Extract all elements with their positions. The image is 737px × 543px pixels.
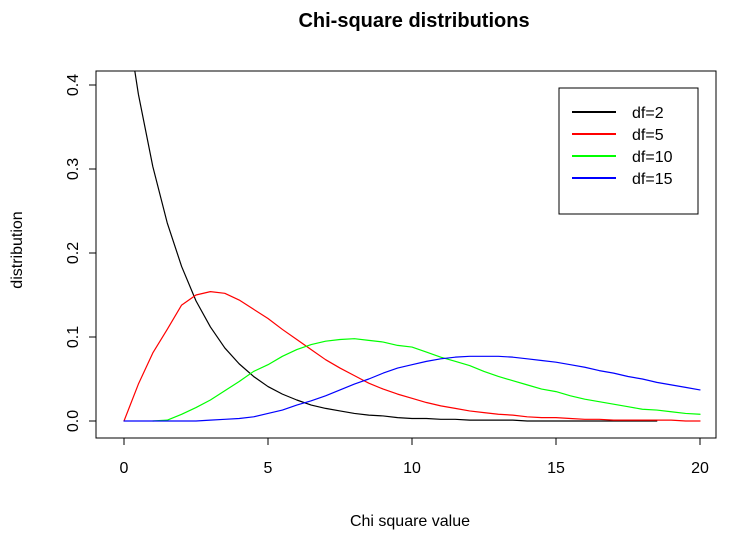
series-line-df-10	[152, 338, 701, 422]
y-tick-label: 0.2	[65, 242, 82, 264]
y-axis-label: distribution	[9, 211, 26, 288]
chart-title: Chi-square distributions	[298, 10, 529, 32]
x-tick-label: 15	[547, 460, 565, 477]
legend: df=2 df=5 df=10 df=15	[558, 87, 699, 215]
legend-label: df=10	[632, 149, 673, 166]
legend-label: df=2	[632, 105, 664, 122]
x-tick-label: 10	[403, 460, 421, 477]
y-tick-label: 0.1	[65, 326, 82, 348]
series-line-df-15	[123, 355, 701, 422]
legend-label: df=15	[632, 171, 673, 188]
series-line-df-2	[134, 71, 658, 422]
legend-label: df=5	[632, 127, 664, 144]
series-layer	[123, 71, 701, 422]
x-axis-label: Chi square value	[350, 513, 470, 530]
x-tick-label: 0	[120, 460, 129, 477]
series-line-df-5	[123, 291, 701, 422]
x-tick-label: 5	[264, 460, 273, 477]
y-tick-label: 0.4	[65, 74, 82, 96]
legend-box	[558, 87, 699, 215]
y-tick-label: 0.3	[65, 158, 82, 180]
y-axis: 0.0 0.1 0.2 0.3 0.4	[65, 74, 97, 432]
y-tick-label: 0.0	[65, 410, 82, 432]
x-axis: 0 5 10 15 20	[120, 437, 709, 477]
x-tick-label: 20	[691, 460, 709, 477]
